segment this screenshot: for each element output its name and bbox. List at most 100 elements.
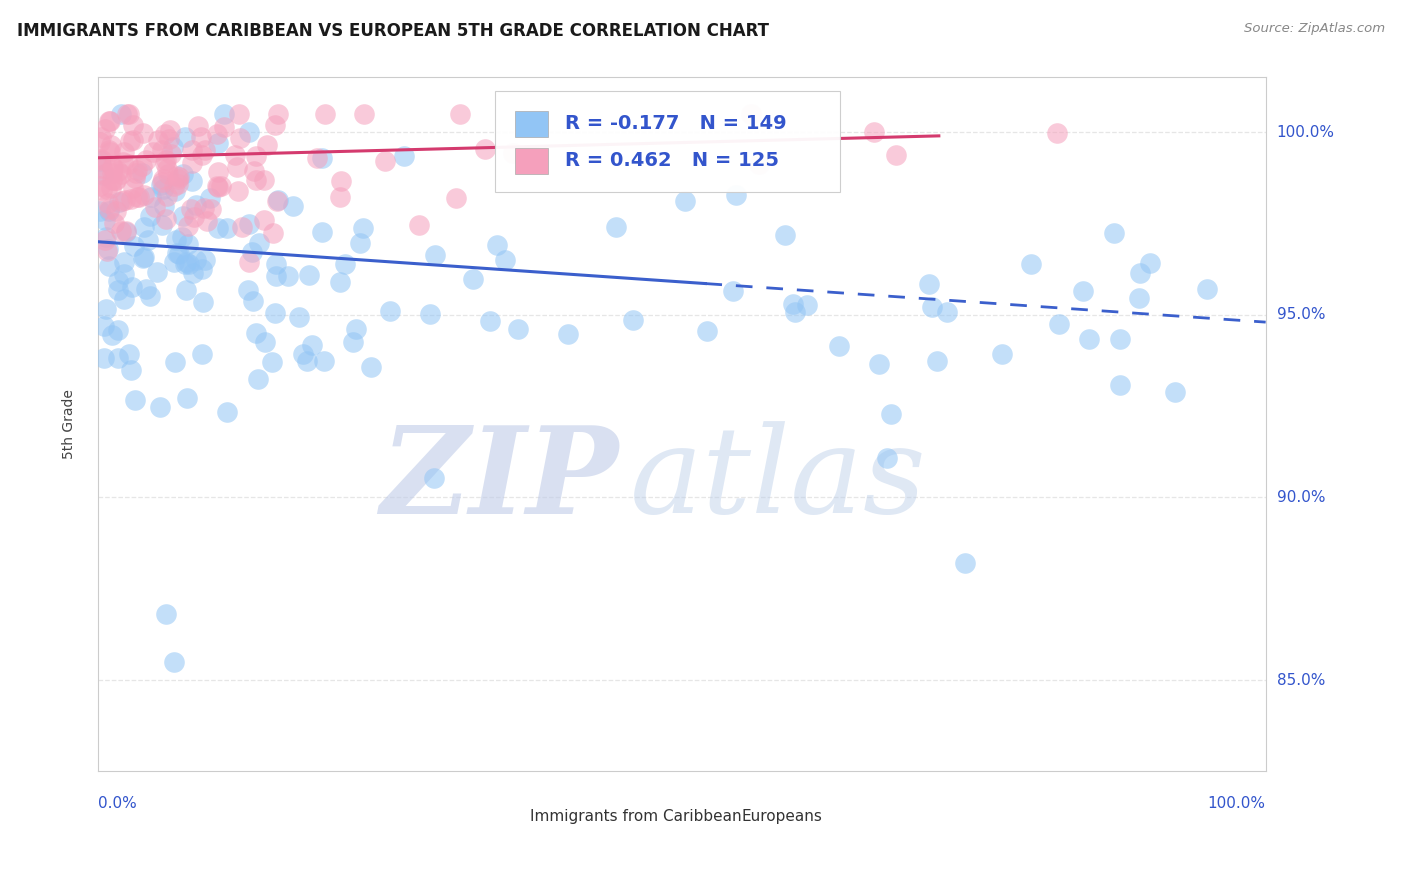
Text: 85.0%: 85.0%: [1277, 673, 1324, 688]
Text: 5th Grade: 5th Grade: [62, 390, 76, 459]
Point: [150, 178, 173, 193]
Text: R = 0.462   N = 125: R = 0.462 N = 125: [565, 152, 779, 170]
Point: [238, 217, 260, 231]
Point: [155, 607, 177, 622]
Point: [228, 107, 250, 121]
Point: [174, 283, 197, 297]
Point: [177, 236, 200, 251]
Point: [107, 163, 129, 178]
Point: [1128, 291, 1150, 305]
Point: [1139, 256, 1161, 270]
Point: [245, 172, 267, 186]
Point: [173, 130, 195, 145]
Point: [163, 179, 186, 194]
Point: [463, 271, 485, 285]
Point: [112, 292, 135, 306]
Point: [253, 173, 276, 187]
Text: 95.0%: 95.0%: [1277, 308, 1326, 322]
Point: [353, 107, 375, 121]
Point: [115, 107, 138, 121]
Point: [474, 142, 496, 156]
Point: [783, 305, 806, 319]
Point: [868, 357, 890, 371]
Point: [254, 335, 277, 350]
Point: [170, 229, 193, 244]
Point: [103, 216, 125, 230]
Point: [342, 334, 364, 349]
Point: [100, 166, 122, 180]
Point: [114, 145, 136, 159]
Point: [114, 193, 136, 207]
Point: [122, 239, 145, 253]
Point: [191, 261, 214, 276]
Text: IMMIGRANTS FROM CARIBBEAN VS EUROPEAN 5TH GRADE CORRELATION CHART: IMMIGRANTS FROM CARIBBEAN VS EUROPEAN 5T…: [17, 22, 769, 40]
Point: [96, 244, 118, 258]
Point: [155, 211, 177, 226]
Point: [141, 190, 163, 204]
Point: [149, 400, 172, 414]
Point: [138, 233, 160, 247]
Text: 100.0%: 100.0%: [1208, 797, 1265, 812]
Point: [166, 178, 188, 192]
Point: [360, 359, 382, 374]
Point: [172, 209, 194, 223]
Point: [121, 280, 143, 294]
Point: [100, 181, 122, 195]
Point: [107, 351, 129, 366]
Point: [101, 161, 124, 175]
Point: [301, 338, 323, 352]
Point: [256, 137, 278, 152]
Point: [240, 245, 263, 260]
Point: [508, 321, 530, 335]
Point: [884, 148, 907, 162]
Point: [748, 157, 770, 171]
Point: [936, 304, 959, 318]
Point: [876, 450, 898, 465]
Point: [124, 392, 146, 407]
Point: [100, 173, 122, 187]
Point: [96, 230, 118, 244]
Point: [107, 284, 129, 298]
Point: [110, 194, 132, 209]
Point: [94, 213, 117, 227]
Point: [215, 221, 238, 235]
Point: [165, 355, 187, 369]
Point: [98, 145, 121, 159]
Point: [314, 107, 336, 121]
Point: [104, 173, 127, 187]
Point: [195, 214, 218, 228]
Point: [156, 161, 179, 176]
Point: [419, 308, 441, 322]
Point: [180, 202, 202, 216]
Point: [190, 130, 212, 145]
Point: [153, 155, 176, 169]
Point: [166, 169, 188, 183]
Point: [1195, 282, 1218, 296]
Point: [107, 322, 129, 336]
Point: [121, 133, 143, 147]
Bar: [515, 147, 548, 174]
Point: [120, 192, 142, 206]
Point: [305, 151, 328, 165]
Point: [207, 136, 229, 151]
Point: [209, 179, 232, 194]
Point: [98, 114, 121, 128]
Text: ZIP: ZIP: [380, 421, 617, 539]
Point: [135, 153, 157, 167]
Point: [1019, 257, 1042, 271]
Point: [673, 194, 696, 208]
Point: [311, 225, 333, 239]
Point: [918, 277, 941, 292]
Point: [139, 289, 162, 303]
Point: [266, 257, 288, 271]
Point: [277, 269, 299, 284]
Point: [181, 266, 204, 280]
Point: [125, 163, 148, 178]
Point: [423, 471, 446, 485]
Point: [392, 149, 415, 163]
Point: [242, 294, 264, 309]
Point: [89, 152, 111, 166]
Point: [125, 166, 148, 180]
Point: [98, 113, 121, 128]
Point: [215, 405, 238, 419]
